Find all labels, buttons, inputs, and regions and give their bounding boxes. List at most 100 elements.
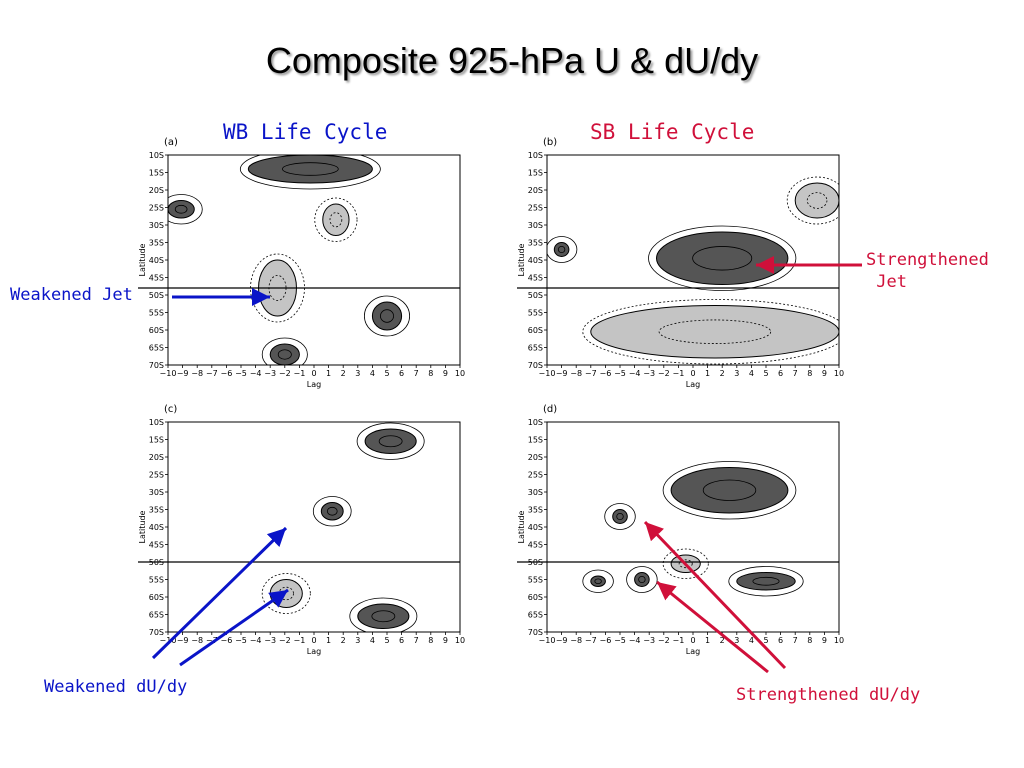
y-tick-label: 45S [149,274,164,283]
dark-shade-region [371,301,403,331]
x-tick-label: −5 [235,636,247,645]
y-tick-label: 50S [528,291,543,300]
panel-b-title: SB Life Cycle [590,120,755,144]
x-tick-label: 0 [311,636,316,645]
x-tick-label: −2 [658,636,670,645]
strengthened-jet-label: Strengthened Jet [866,250,989,292]
y-tick-label: 20S [528,453,543,462]
x-tick-label: −3 [643,369,655,378]
dark-shade-region [612,509,628,524]
contour-line [582,569,614,593]
x-axis-label: Lag [686,647,700,656]
x-tick-label: −1 [294,636,306,645]
contour-line [658,319,772,344]
contour-line [329,212,343,228]
panel-a-title: WB Life Cycle [223,120,388,144]
contour-line [692,246,753,271]
x-tick-label: −9 [177,369,189,378]
y-tick-label: 55S [528,309,543,318]
x-tick-label: −8 [570,369,582,378]
x-tick-label: −4 [629,369,641,378]
x-tick-label: 8 [807,369,812,378]
contour-line [380,309,394,323]
y-tick-label: 50S [149,291,164,300]
annotation-arrows [151,256,862,674]
y-tick-label: 40S [528,523,543,532]
contour-line [261,573,311,614]
y-tick-label: 20S [528,186,543,195]
x-tick-label: −10 [160,636,177,645]
x-tick-label: 4 [370,369,375,378]
x-tick-label: 5 [763,636,768,645]
y-tick-label: 35S [149,506,164,515]
weakened-jet-label: Weakened Jet [10,285,133,305]
panel-b: 10S15S20S25S30S35S40S45S50S55S60S65S70S−… [517,137,844,389]
y-tick-label: 40S [149,523,164,532]
y-tick-label: 55S [528,576,543,585]
y-tick-label: 65S [528,611,543,620]
y-tick-label: 25S [149,204,164,213]
y-tick-label: 25S [528,471,543,480]
y-tick-label: 70S [528,628,543,637]
plot-frame [167,154,461,366]
contour-line [582,299,839,365]
x-tick-label: 1 [326,636,331,645]
x-tick-label: −4 [250,369,262,378]
x-tick-label: 10 [455,369,465,378]
dark-shade-region [247,155,373,184]
y-tick-label: 40S [149,256,164,265]
y-tick-label: 30S [528,221,543,230]
x-tick-label: 4 [749,369,754,378]
weakened-dudy-arrow-2 [179,588,289,667]
x-tick-label: 0 [690,636,695,645]
x-tick-label: −9 [556,369,568,378]
plot-frame [546,421,840,633]
contour-line [356,422,425,460]
x-tick-label: −9 [177,636,189,645]
light-shade-region [322,203,350,236]
y-tick-label: 65S [149,344,164,353]
x-tick-label: −3 [264,636,276,645]
contour-line [349,597,418,632]
x-tick-label: −3 [264,369,276,378]
y-tick-label: 70S [149,628,164,637]
page-title: Composite 925-hPa U & dU/dy [265,40,759,81]
x-tick-label: −10 [539,636,556,645]
x-tick-label: −4 [250,636,262,645]
y-tick-label: 60S [528,326,543,335]
y-axis-label: Latitude [517,510,526,543]
x-tick-label: −1 [673,636,685,645]
strengthened-dudy-label: Strengthened dU/dy [736,685,921,705]
dark-shade-region [553,242,570,257]
contour-line [239,155,381,190]
y-tick-label: 30S [149,488,164,497]
contour-line [282,162,339,176]
y-tick-label: 30S [149,221,164,230]
x-tick-label: 3 [734,636,739,645]
y-tick-label: 20S [149,186,164,195]
x-tick-label: −2 [658,369,670,378]
x-tick-label: 3 [734,369,739,378]
strengthened-dudy-arrow-1 [643,520,787,670]
y-tick-label: 70S [149,361,164,370]
strengthened-dudy-arrow-2 [656,580,769,674]
contour-line [326,506,338,516]
x-tick-label: −6 [600,369,612,378]
x-tick-label: −1 [294,369,306,378]
panel-letter: (a) [164,137,178,148]
contour-line [312,496,352,527]
x-tick-label: 9 [443,636,448,645]
x-tick-label: −8 [570,636,582,645]
x-tick-label: 4 [370,636,375,645]
x-tick-label: −4 [629,636,641,645]
contour-line [363,295,410,337]
x-tick-label: 0 [311,369,316,378]
y-tick-label: 35S [149,239,164,248]
contour-line [594,578,602,585]
shading-layer [547,176,839,365]
y-tick-label: 70S [528,361,543,370]
y-tick-label: 55S [149,309,164,318]
x-tick-label: −5 [614,369,626,378]
x-tick-label: 1 [326,369,331,378]
